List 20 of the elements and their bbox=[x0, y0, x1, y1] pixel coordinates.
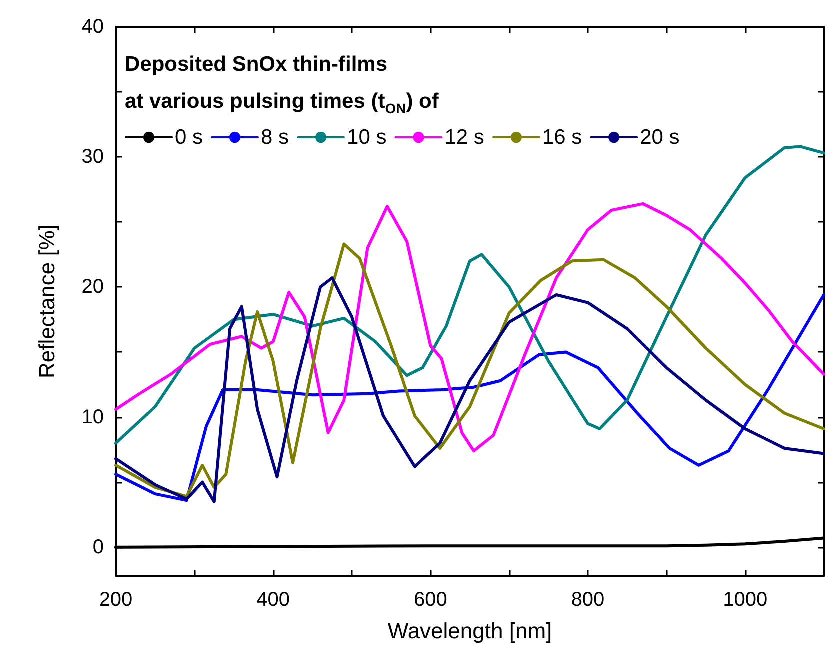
legend-label: 0 s bbox=[175, 126, 204, 149]
x-tick-label: 200 bbox=[99, 589, 133, 611]
y-tick-label: 40 bbox=[82, 16, 104, 38]
y-tick-label: 0 bbox=[92, 536, 104, 558]
y-axis-title: Reflectance [%] bbox=[34, 224, 60, 379]
legend-label: 8 s bbox=[261, 126, 290, 149]
legend-label: 16 s bbox=[542, 126, 582, 149]
legend-label: 20 s bbox=[640, 126, 680, 149]
x-axis-title: Wavelength [nm] bbox=[388, 618, 552, 644]
x-tick-label: 400 bbox=[256, 589, 290, 611]
line-series bbox=[114, 202, 826, 453]
x-tick-label: 800 bbox=[571, 589, 605, 611]
x-tick-label: 600 bbox=[414, 589, 448, 611]
legend-label: 12 s bbox=[444, 126, 484, 149]
y-tick-label: 10 bbox=[82, 406, 104, 428]
line-series bbox=[114, 145, 826, 445]
x-tick-label: 1000 bbox=[723, 589, 768, 611]
y-tick-label: 20 bbox=[82, 276, 104, 298]
y-tick-label: 30 bbox=[82, 146, 104, 168]
legend-label: 10 s bbox=[347, 126, 387, 149]
